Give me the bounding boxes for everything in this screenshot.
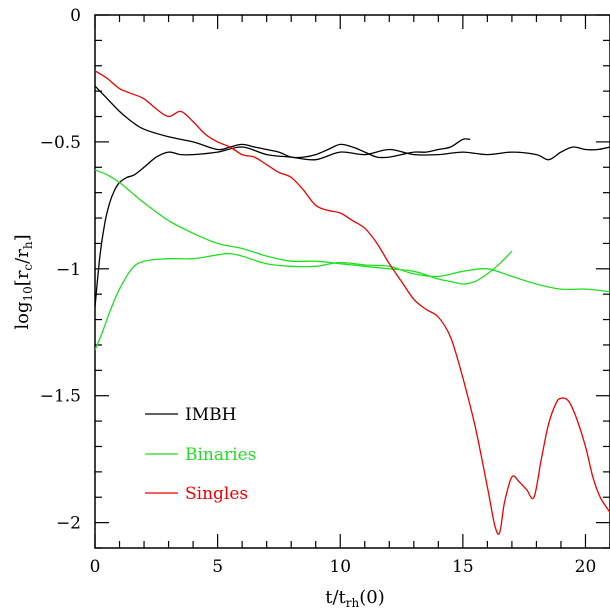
y-tick-label: 0 — [70, 6, 81, 26]
x-axis-label: t/trh(0) — [325, 587, 385, 610]
y-tick-label: −0.5 — [40, 133, 81, 153]
y-tick-label: −1.5 — [40, 387, 81, 407]
series-line-singles — [95, 70, 610, 535]
x-tick-label: 0 — [90, 557, 101, 577]
series-line-binaries — [95, 252, 610, 351]
legend: IMBH Binaries Singles — [145, 405, 256, 504]
x-tick-label: 5 — [212, 557, 223, 577]
series-line-imbh — [95, 85, 471, 159]
legend-label-binaries: Binaries — [185, 445, 256, 465]
x-tick-label: 20 — [575, 557, 597, 577]
series-line-imbh — [95, 146, 610, 307]
y-tick-label: −2 — [56, 514, 81, 534]
plot-frame — [94, 14, 610, 549]
tick-labels: 0 5 10 15 20 0 −0.5 −1 −1.5 −2 — [40, 6, 597, 577]
series-line-binaries — [95, 169, 513, 285]
legend-label-singles: Singles — [185, 484, 248, 504]
series-layer — [95, 70, 610, 535]
y-tick-label: −1 — [56, 260, 81, 280]
legend-label-imbh: IMBH — [185, 405, 236, 425]
x-tick-label: 10 — [329, 557, 351, 577]
x-tick-label: 15 — [452, 557, 474, 577]
y-axis-label: log10[rc/rh] — [12, 234, 35, 329]
tick-marks — [94, 14, 610, 549]
